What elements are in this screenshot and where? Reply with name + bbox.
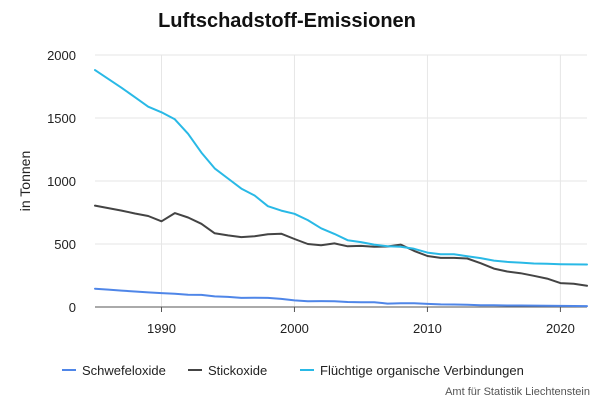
legend-item: Flüchtige organische Verbindungen [300, 363, 524, 378]
x-tick-label: 1990 [147, 321, 176, 336]
y-tick-label: 2000 [47, 48, 76, 63]
source-note: Amt für Statistik Liechtenstein [445, 386, 590, 398]
y-axis-title: in Tonnen [17, 151, 33, 211]
y-tick-label: 0 [69, 300, 76, 315]
legend-item: Stickoxide [188, 363, 267, 378]
y-tick-label: 1000 [47, 174, 76, 189]
series-line-1 [94, 287, 588, 308]
series-line-2 [94, 204, 588, 287]
legend-label: Schwefeloxide [82, 363, 166, 378]
series-line-3 [94, 69, 588, 266]
legend-label: Stickoxide [208, 363, 267, 378]
legend: Schwefeloxide Stickoxide Flüchtige organis… [62, 363, 524, 378]
series [94, 69, 588, 308]
chart-title: Luftschadstoff-Emissionen [158, 10, 416, 32]
y-tick-label: 500 [54, 237, 76, 252]
grid [95, 54, 587, 307]
legend-label: Flüchtige organische Verbindungen [320, 363, 524, 378]
y-tick-label: 1500 [47, 111, 76, 126]
x-tick-label: 2000 [280, 321, 309, 336]
x-tick-label: 2020 [546, 321, 575, 336]
x-tick-label: 2010 [413, 321, 442, 336]
axes: 0 500 1000 1500 2000 1990 2000 2010 2020 [47, 48, 587, 336]
legend-item: Schwefeloxide [62, 363, 166, 378]
